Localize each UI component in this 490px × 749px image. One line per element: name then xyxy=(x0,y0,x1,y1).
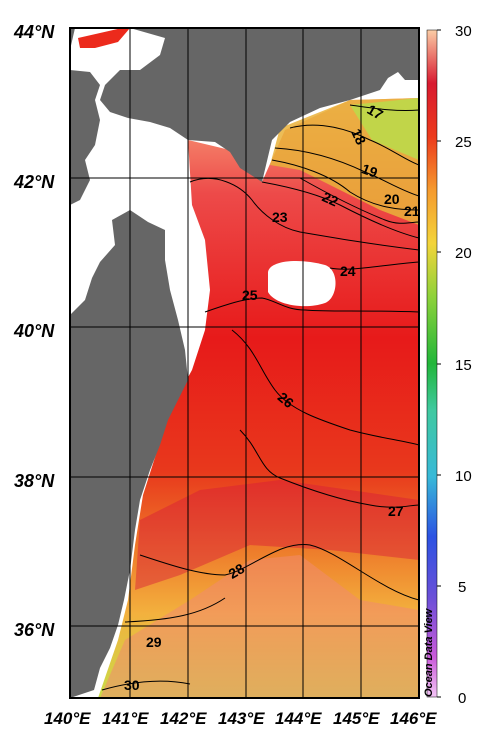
contour-label-17: 17 xyxy=(365,101,387,123)
ocean-data-view-credit: Ocean Data View xyxy=(423,607,435,697)
lat-label-44: 44°N xyxy=(13,22,55,42)
colorbar-label-20: 20 xyxy=(455,245,472,262)
colorbar-gradient xyxy=(426,29,438,698)
colorbar-label-15: 15 xyxy=(455,357,472,374)
colorbar: 30 25 20 15 10 5 0 xyxy=(426,23,472,707)
isotherm-20 xyxy=(271,159,419,211)
land-hokkaido-sw xyxy=(70,28,75,50)
contour-label-28: 28 xyxy=(226,560,248,582)
land-oshima-peninsula xyxy=(70,70,100,205)
contour-label-group: 17 18 19 20 21 22 23 24 25 26 27 28 29 3… xyxy=(124,101,420,693)
colorbar-label-5: 5 xyxy=(458,579,466,596)
isotherm-27 xyxy=(239,429,419,508)
temperature-field xyxy=(98,98,419,698)
isotherm-19 xyxy=(274,147,419,197)
colorbar-label-0: 0 xyxy=(458,690,466,707)
isotherm-25 xyxy=(204,297,419,313)
map-frame xyxy=(69,27,420,699)
isotherms xyxy=(101,104,419,691)
isotherm-21 xyxy=(299,177,419,224)
lon-label-144: 144°E xyxy=(275,709,322,728)
isotherm-26 xyxy=(231,329,419,446)
isotherm-18 xyxy=(289,124,419,166)
lon-label-146: 146°E xyxy=(390,709,437,728)
isotherm-29 xyxy=(124,597,226,623)
contour-label-29: 29 xyxy=(146,634,162,650)
lat-label-38: 38°N xyxy=(14,471,55,491)
contour-label-27: 27 xyxy=(388,503,404,519)
lon-label-142: 142°E xyxy=(160,709,207,728)
colorbar-ticks xyxy=(437,29,441,698)
isotherm-17 xyxy=(349,104,419,112)
colorbar-label-25: 25 xyxy=(455,134,472,151)
lon-label-141: 141°E xyxy=(102,709,149,728)
contour-label-30: 30 xyxy=(124,677,140,693)
land-hokkaido xyxy=(100,28,419,182)
colorbar-label-10: 10 xyxy=(455,468,472,485)
lat-label-40: 40°N xyxy=(13,321,55,341)
sea-of-japan-patch xyxy=(78,28,130,48)
lon-label-143: 143°E xyxy=(218,709,265,728)
contour-label-22: 22 xyxy=(320,188,341,209)
contour-label-23: 23 xyxy=(272,209,288,225)
lon-label-140: 140°E xyxy=(44,709,91,728)
longitude-labels: 140°E 141°E 142°E 143°E 144°E 145°E 146°… xyxy=(44,709,437,728)
land-honshu xyxy=(70,210,188,698)
latitude-labels: 44°N 42°N 40°N 38°N 36°N xyxy=(13,22,55,640)
contour-label-21: 21 xyxy=(404,203,420,219)
missing-data-hole xyxy=(268,260,336,307)
contour-label-19: 19 xyxy=(360,160,380,180)
map-panel xyxy=(70,28,419,698)
contour-label-25: 25 xyxy=(242,287,258,303)
colorbar-label-30: 30 xyxy=(455,23,472,40)
lon-label-145: 145°E xyxy=(333,709,380,728)
isotherm-23 xyxy=(189,178,419,251)
contour-label-24: 24 xyxy=(340,263,356,279)
isotherm-30 xyxy=(101,680,191,691)
graticule xyxy=(70,28,419,698)
lat-label-36: 36°N xyxy=(14,620,55,640)
isotherm-28 xyxy=(139,543,419,601)
lat-label-42: 42°N xyxy=(13,172,55,192)
contour-label-20: 20 xyxy=(384,191,400,207)
cold-core-patch xyxy=(350,98,419,160)
subtropical-patch xyxy=(135,480,419,590)
contour-label-18: 18 xyxy=(348,126,369,147)
isotherm-22 xyxy=(261,181,419,239)
isotherm-24 xyxy=(329,261,419,270)
